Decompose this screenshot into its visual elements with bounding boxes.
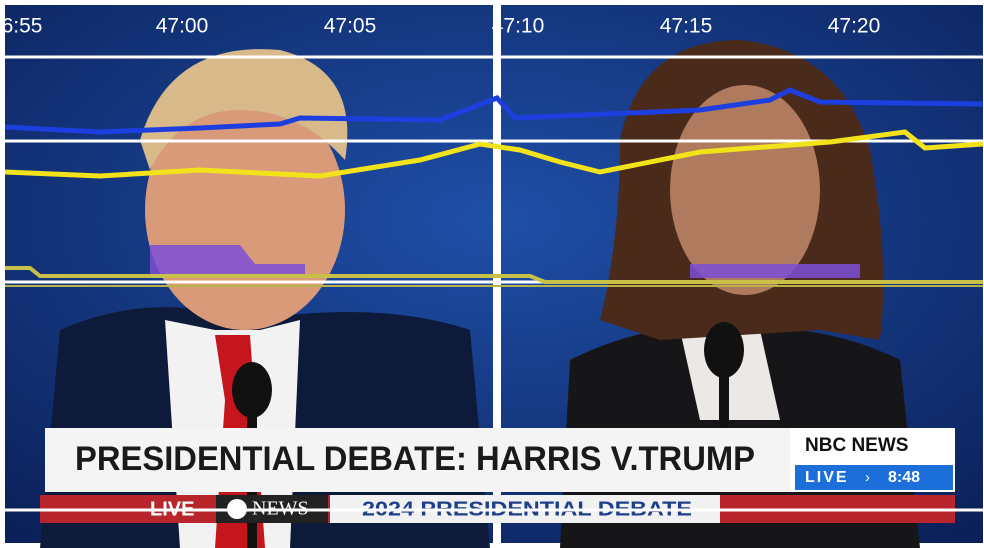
blue-line: [4, 87, 984, 135]
live: LIVE: [805, 469, 849, 486]
olive-line: [5, 266, 983, 284]
network: NBC NEWS: [805, 435, 908, 456]
time-label: 47:15: [660, 15, 713, 38]
live-strip: [795, 465, 953, 490]
purple-band: [690, 264, 860, 278]
time-label: 47:00: [156, 15, 209, 38]
headline: PRESIDENTIAL DEBATE: HARRIS V.TRUMP: [75, 440, 755, 478]
time-label: 47:05: [324, 15, 377, 38]
time-label: 47:10: [492, 15, 545, 38]
yellow-line: [4, 129, 984, 179]
time: 8:48: [888, 469, 920, 486]
time-label: 6:55: [2, 15, 43, 38]
purple-band: [150, 245, 305, 278]
time-axis: 6:55 47:00 47:05 47:10 47:15 47:20: [2, 15, 881, 38]
time-label: 47:20: [828, 15, 881, 38]
arrow: ›: [865, 469, 870, 486]
banner: [45, 428, 790, 492]
